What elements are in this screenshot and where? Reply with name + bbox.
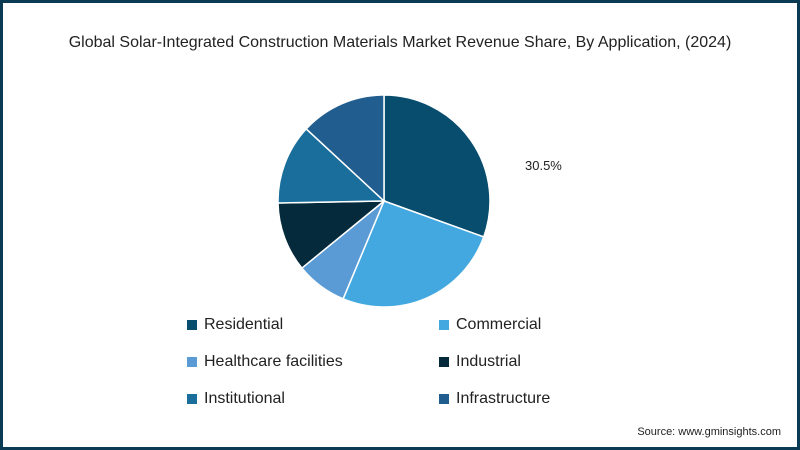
legend-item-institutional: Institutional	[187, 390, 285, 408]
legend-label: Industrial	[456, 353, 521, 370]
pie-slice-institutional	[277, 127, 386, 204]
legend-label: Residential	[204, 316, 284, 333]
legend-swatch	[439, 357, 449, 367]
legend-item-residential: Residential	[187, 316, 283, 334]
pie-slice-residential	[383, 94, 491, 238]
legend-item-healthcare-facilities: Healthcare facilities	[187, 353, 343, 371]
legend-swatch	[439, 320, 449, 330]
source-note: Source: www.gminsights.com	[637, 426, 781, 438]
legend-label: Institutional	[204, 390, 285, 407]
legend-label: Commercial	[456, 316, 542, 333]
legend-swatch	[187, 320, 197, 330]
pie-slice-infrastructure	[305, 94, 385, 203]
legend-item-industrial: Industrial	[439, 353, 521, 371]
legend-label: Infrastructure	[456, 390, 551, 407]
legend-swatch	[187, 394, 197, 404]
legend-item-infrastructure: Infrastructure	[439, 390, 550, 408]
legend-item-commercial: Commercial	[439, 316, 541, 334]
legend-label: Healthcare facilities	[204, 353, 343, 370]
pie-slice-commercial	[342, 200, 485, 308]
chart-title: Global Solar-Integrated Construction Mat…	[68, 34, 732, 51]
pie-slice-industrial	[277, 200, 387, 270]
data-label-residential: 30.5%	[525, 158, 562, 173]
legend-swatch	[187, 357, 197, 367]
legend-swatch	[439, 394, 449, 404]
